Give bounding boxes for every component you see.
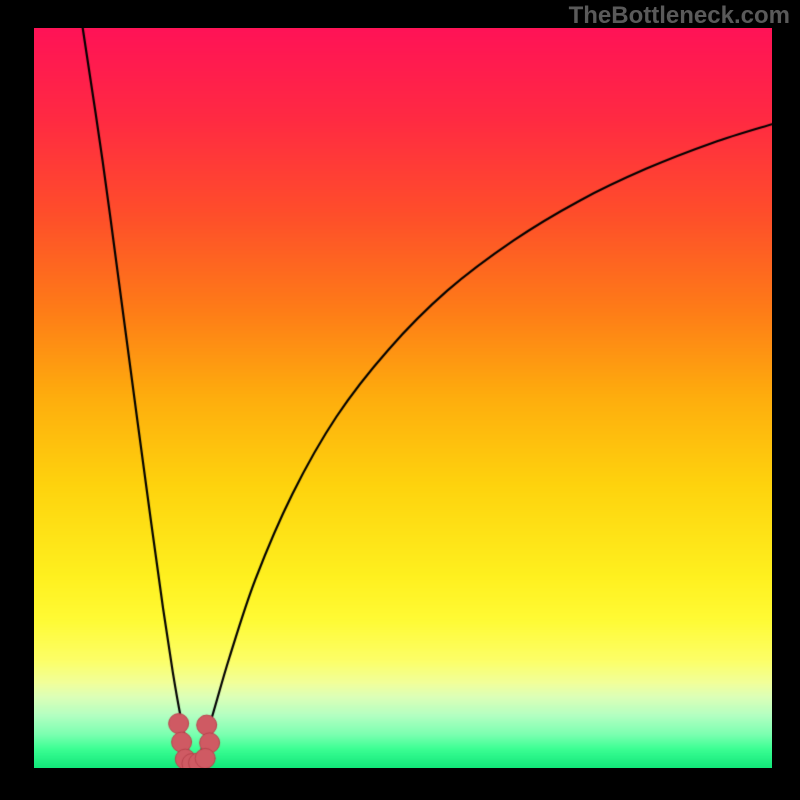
plot-area [34,28,772,768]
watermark-text: TheBottleneck.com [569,2,790,30]
chart-root: TheBottleneck.com [0,0,800,800]
bottleneck-curve-layer [34,28,772,768]
